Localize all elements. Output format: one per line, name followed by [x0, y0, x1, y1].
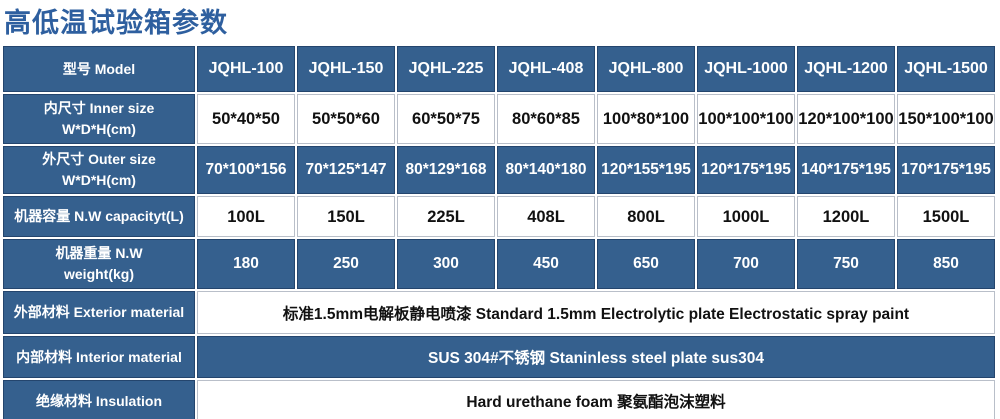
exterior-material-value: 标准1.5mm电解板静电喷漆 Standard 1.5mm Electrolyt… — [197, 291, 995, 335]
model-header-cell: JQHL-150 — [297, 46, 395, 93]
spec-table: 型号 Model JQHL-100 JQHL-150 JQHL-225 JQHL… — [1, 44, 997, 419]
weight-row-label: 机器重量 N.W weight(kg) — [3, 239, 195, 290]
model-header-cell: JQHL-1000 — [697, 46, 795, 93]
capacity-row-label: 机器容量 N.W capacityt(L) — [3, 196, 195, 238]
value-cell: 450 — [497, 239, 595, 290]
value-cell: 100L — [197, 196, 295, 238]
value-cell: 225L — [397, 196, 495, 238]
model-header-cell: JQHL-408 — [497, 46, 595, 93]
model-header-cell: JQHL-100 — [197, 46, 295, 93]
table-row: 外部材料 Exterior material 标准1.5mm电解板静电喷漆 St… — [3, 291, 995, 335]
table-row: 外尺寸 Outer size W*D*H(cm) 70*100*156 70*1… — [3, 146, 995, 195]
value-cell: 100*80*100 — [597, 94, 695, 145]
model-header-cell: JQHL-1200 — [797, 46, 895, 93]
table-row: 内尺寸 Inner size W*D*H(cm) 50*40*50 50*50*… — [3, 94, 995, 145]
insulation-row-label: 绝缘材料 Insulation — [3, 380, 195, 419]
value-cell: 70*100*156 — [197, 146, 295, 195]
value-cell: 120*100*100 — [797, 94, 895, 145]
table-row: 机器容量 N.W capacityt(L) 100L 150L 225L 408… — [3, 196, 995, 238]
value-cell: 60*50*75 — [397, 94, 495, 145]
value-cell: 408L — [497, 196, 595, 238]
exterior-material-row-label: 外部材料 Exterior material — [3, 291, 195, 335]
value-cell: 300 — [397, 239, 495, 290]
value-cell: 50*50*60 — [297, 94, 395, 145]
value-cell: 150L — [297, 196, 395, 238]
value-cell: 50*40*50 — [197, 94, 295, 145]
value-cell: 850 — [897, 239, 995, 290]
model-header-cell: JQHL-225 — [397, 46, 495, 93]
value-cell: 100*100*100 — [697, 94, 795, 145]
value-cell: 140*175*195 — [797, 146, 895, 195]
insulation-value: Hard urethane foam 聚氨酯泡沫塑料 — [197, 380, 995, 419]
value-cell: 250 — [297, 239, 395, 290]
table-row: 绝缘材料 Insulation Hard urethane foam 聚氨酯泡沫… — [3, 380, 995, 419]
model-row-label: 型号 Model — [3, 46, 195, 93]
page-title: 高低温试验箱参数 — [4, 8, 228, 38]
value-cell: 150*100*100 — [897, 94, 995, 145]
table-row: 型号 Model JQHL-100 JQHL-150 JQHL-225 JQHL… — [3, 46, 995, 93]
interior-material-row-label: 内部材料 Interior material — [3, 336, 195, 379]
table-row: 机器重量 N.W weight(kg) 180 250 300 450 650 … — [3, 239, 995, 290]
value-cell: 700 — [697, 239, 795, 290]
value-cell: 800L — [597, 196, 695, 238]
value-cell: 650 — [597, 239, 695, 290]
value-cell: 80*140*180 — [497, 146, 595, 195]
inner-size-row-label: 内尺寸 Inner size W*D*H(cm) — [3, 94, 195, 145]
value-cell: 1000L — [697, 196, 795, 238]
interior-material-value: SUS 304#不锈钢 Staninless steel plate sus30… — [197, 336, 995, 379]
value-cell: 70*125*147 — [297, 146, 395, 195]
value-cell: 170*175*195 — [897, 146, 995, 195]
value-cell: 1500L — [897, 196, 995, 238]
value-cell: 120*175*195 — [697, 146, 795, 195]
value-cell: 180 — [197, 239, 295, 290]
table-row: 内部材料 Interior material SUS 304#不锈钢 Stani… — [3, 336, 995, 379]
model-header-cell: JQHL-1500 — [897, 46, 995, 93]
value-cell: 80*60*85 — [497, 94, 595, 145]
model-header-cell: JQHL-800 — [597, 46, 695, 93]
value-cell: 1200L — [797, 196, 895, 238]
outer-size-row-label: 外尺寸 Outer size W*D*H(cm) — [3, 146, 195, 195]
value-cell: 750 — [797, 239, 895, 290]
value-cell: 80*129*168 — [397, 146, 495, 195]
value-cell: 120*155*195 — [597, 146, 695, 195]
